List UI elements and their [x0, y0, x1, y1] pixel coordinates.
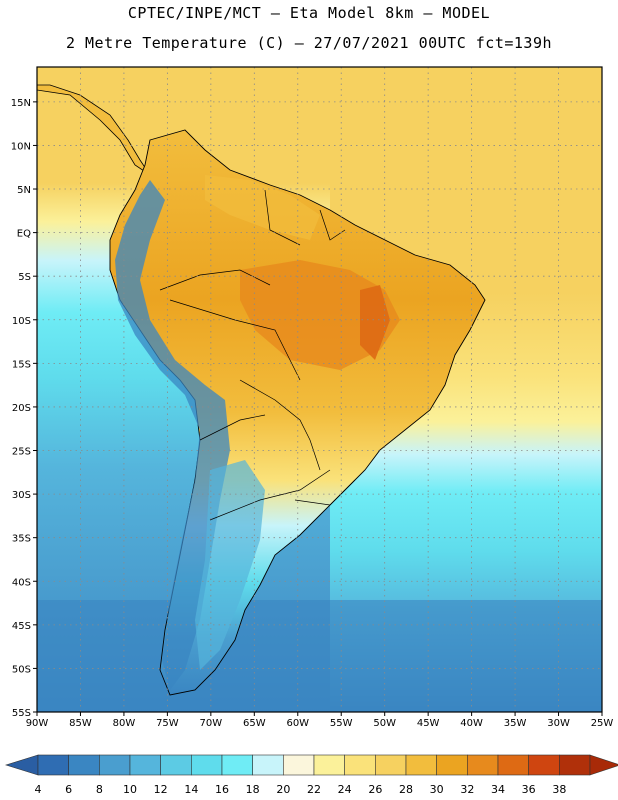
lat-tick-label: 15S — [12, 359, 31, 370]
colorbar-swatch — [191, 754, 223, 776]
colorbar-label: 6 — [65, 783, 72, 796]
colorbar-label: 26 — [368, 783, 382, 796]
colorbar-high-arrow — [589, 754, 618, 776]
colorbar-label: 14 — [184, 783, 198, 796]
lon-tick-label: 85W — [69, 718, 92, 729]
colorbar-swatch — [436, 754, 468, 776]
lon-tick-label: 25W — [591, 718, 614, 729]
lat-tick-label: 35S — [12, 534, 31, 545]
andes-cold-band — [115, 180, 230, 690]
lon-tick-label: 55W — [330, 718, 353, 729]
colorbar-swatch — [344, 754, 376, 776]
lon-tick-label: 50W — [373, 718, 396, 729]
latitude-labels: 15N 10N 5N EQ 5S 10S 15S 20S 25S 30S 35S 40S 45S 50S 5… — [11, 98, 37, 719]
lat-tick-label: 30S — [12, 490, 31, 501]
colorbar-label: 16 — [215, 783, 229, 796]
hottest-region — [360, 285, 390, 360]
color-legend: 4 6 8 10 12 14 16 18 20 22 24 26 28 30 32 34 36 38 — [4, 754, 618, 796]
lat-lon-grid — [37, 67, 602, 712]
lat-tick-label: 5S — [18, 272, 31, 283]
map-title-line2: 2 Metre Temperature (C) – 27/07/2021 00U… — [65, 34, 553, 52]
colorbar-swatch — [221, 754, 253, 776]
lat-tick-label: 10N — [11, 141, 31, 152]
colorbar-label: 36 — [522, 783, 536, 796]
guiana-warm — [205, 175, 320, 240]
lat-tick-label: 45S — [12, 621, 31, 632]
colorbar-label: 4 — [35, 783, 42, 796]
colorbar-label: 12 — [154, 783, 168, 796]
colorbar-label: 10 — [123, 783, 137, 796]
colorbar-swatch — [68, 754, 100, 776]
lat-tick-label: 5N — [17, 185, 31, 196]
lat-tick-label: EQ — [17, 229, 31, 240]
central-america-land — [37, 84, 151, 176]
lon-tick-label: 75W — [156, 718, 179, 729]
lon-tick-label: 30W — [547, 718, 570, 729]
colorbar-label: 34 — [491, 783, 505, 796]
colorbar-label: 18 — [246, 783, 260, 796]
lon-tick-label: 90W — [26, 718, 49, 729]
lon-tick-label: 40W — [460, 718, 483, 729]
colorbar-label: 24 — [338, 783, 352, 796]
colorbar-label: 8 — [96, 783, 103, 796]
colorbar-swatch — [559, 754, 591, 776]
colorbar-swatch — [467, 754, 499, 776]
colorbar-swatch — [129, 754, 161, 776]
colorbar-label: 32 — [460, 783, 474, 796]
colorbar-label: 20 — [276, 783, 290, 796]
colorbar-label: 30 — [430, 783, 444, 796]
lat-tick-label: 25S — [12, 447, 31, 458]
lat-tick-label: 55S — [12, 708, 31, 719]
lat-tick-label: 20S — [12, 403, 31, 414]
colorbar-swatch — [405, 754, 437, 776]
lat-tick-label: 10S — [12, 316, 31, 327]
colorbar-swatch — [252, 754, 284, 776]
colorbar-swatch — [283, 754, 315, 776]
lat-tick-label: 50S — [12, 664, 31, 675]
lat-tick-label: 40S — [12, 577, 31, 588]
longitude-labels: 90W 85W 80W 75W 70W 65W 60W 55W 50W 45W 40W 35W 30W 2… — [26, 712, 614, 729]
lon-tick-label: 60W — [286, 718, 309, 729]
colorbar-swatch — [497, 754, 529, 776]
map-frame — [36, 66, 603, 713]
colorbar-label: 28 — [399, 783, 413, 796]
colorbar-swatch — [375, 754, 407, 776]
colorbar-swatch — [37, 754, 69, 776]
colorbar-label: 22 — [307, 783, 321, 796]
colorbar-swatch — [528, 754, 560, 776]
lon-tick-label: 45W — [417, 718, 440, 729]
colorbar-low-arrow — [4, 754, 39, 776]
map-field — [37, 67, 602, 712]
colorbar-swatch — [313, 754, 345, 776]
lon-tick-label: 65W — [243, 718, 266, 729]
map-title-line1: CPTEC/INPE/MCT – Eta Model 8km – MODEL — [127, 4, 491, 22]
ocean-south — [37, 600, 602, 712]
patagonia-cool — [195, 460, 265, 670]
lon-tick-label: 35W — [504, 718, 527, 729]
colorbar-label: 38 — [552, 783, 566, 796]
colorbar-swatch — [160, 754, 192, 776]
colorbar-swatch — [99, 754, 131, 776]
lon-tick-label: 70W — [200, 718, 223, 729]
lat-tick-label: 15N — [11, 98, 31, 109]
lon-tick-label: 80W — [113, 718, 136, 729]
country-borders — [159, 189, 356, 521]
